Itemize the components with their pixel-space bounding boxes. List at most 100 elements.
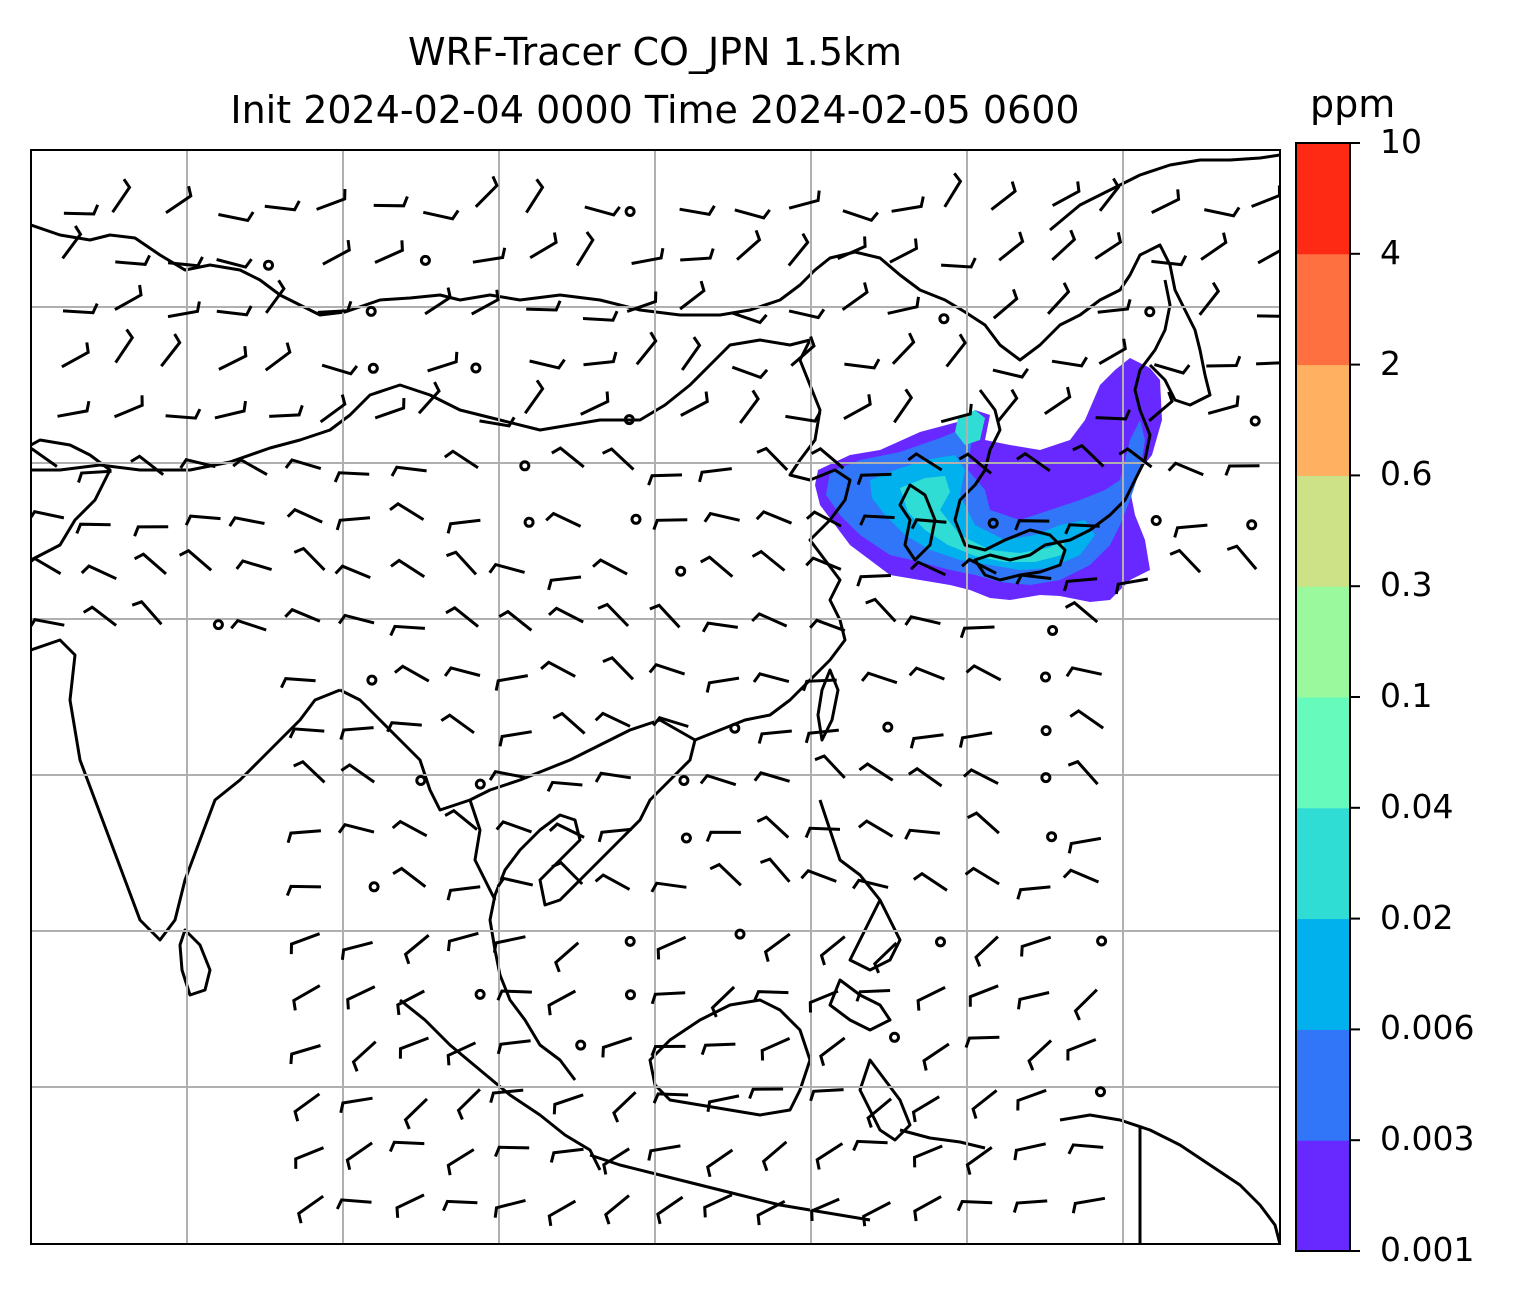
coastline-philippines bbox=[818, 799, 902, 1032]
wind-barb bbox=[699, 555, 734, 578]
wind-barb bbox=[945, 333, 967, 368]
wind-barb bbox=[160, 333, 182, 368]
wind-barb bbox=[1015, 573, 1052, 585]
wind-barb bbox=[1151, 255, 1188, 267]
wind-barb bbox=[909, 733, 944, 749]
wind-calm-circle bbox=[623, 414, 635, 426]
wind-barb bbox=[1051, 356, 1088, 368]
wind-barb bbox=[1224, 464, 1260, 476]
wind-calm-circle bbox=[987, 517, 999, 529]
wind-barb bbox=[1173, 523, 1208, 538]
map-area bbox=[30, 149, 1281, 1245]
wind-barb bbox=[912, 1144, 943, 1168]
wind-barb bbox=[699, 773, 737, 787]
wind-barb bbox=[1027, 1039, 1053, 1071]
wind-barb bbox=[316, 188, 347, 211]
colorbar-segment bbox=[1296, 475, 1350, 587]
wind-barb bbox=[286, 507, 323, 524]
wind-barb bbox=[289, 1044, 321, 1065]
wind-barb bbox=[748, 1087, 784, 1100]
wind-barb bbox=[339, 726, 374, 741]
colorbar-segment bbox=[1296, 143, 1350, 255]
wind-barb bbox=[1046, 282, 1071, 315]
wind-barb bbox=[857, 819, 894, 838]
wind-barb bbox=[648, 662, 686, 676]
wind-barb bbox=[1017, 991, 1050, 1010]
wind-barb bbox=[446, 518, 481, 534]
wind-calm-circle bbox=[419, 254, 431, 266]
wind-barb bbox=[788, 308, 826, 320]
wind-calm-circle bbox=[415, 775, 427, 786]
coastlines bbox=[31, 153, 1280, 1244]
wind-barb bbox=[680, 248, 715, 262]
wind-barb bbox=[493, 1198, 526, 1218]
wind-barb bbox=[810, 446, 845, 470]
wind-barb bbox=[496, 1039, 531, 1055]
wind-barb bbox=[285, 884, 322, 897]
wind-barb bbox=[909, 560, 947, 577]
wind-barb bbox=[604, 1194, 630, 1225]
wind-barb bbox=[647, 1144, 681, 1161]
wind-barb bbox=[526, 300, 562, 312]
wind-barb bbox=[958, 731, 993, 748]
wind-barb bbox=[759, 857, 791, 883]
wind-barb bbox=[547, 989, 577, 1016]
coastline-sumatra bbox=[399, 998, 602, 1171]
wind-barb bbox=[804, 826, 841, 839]
colorbar-segment bbox=[1296, 918, 1350, 1030]
wind-barb bbox=[1020, 935, 1052, 957]
wind-calm-circle bbox=[366, 674, 378, 686]
colorbar-tick-label: 0.04 bbox=[1380, 786, 1454, 826]
wind-barb bbox=[540, 660, 576, 678]
wind-barb bbox=[819, 935, 846, 966]
border-himalaya bbox=[31, 338, 811, 472]
wind-barb bbox=[373, 195, 409, 208]
wind-barb bbox=[178, 548, 213, 572]
wind-barb bbox=[656, 935, 687, 960]
wind-barb bbox=[551, 860, 584, 886]
wind-calm-circle bbox=[523, 516, 535, 528]
wind-barb bbox=[545, 511, 582, 528]
wind-barb bbox=[552, 1093, 584, 1115]
wind-barb bbox=[1153, 363, 1191, 375]
wind-barb bbox=[594, 873, 631, 891]
wind-barb bbox=[31, 556, 62, 575]
wind-barb bbox=[734, 208, 771, 220]
wind-barb bbox=[990, 181, 1017, 211]
wind-barb bbox=[856, 574, 891, 587]
wind-barb bbox=[374, 240, 404, 264]
wind-barb bbox=[738, 389, 760, 424]
wind-calm-circle bbox=[474, 988, 486, 1000]
wind-barb bbox=[790, 335, 816, 367]
wind-calm-circle bbox=[1144, 306, 1156, 318]
wind-barb bbox=[552, 711, 586, 735]
wind-barb bbox=[810, 1197, 840, 1222]
wind-barb bbox=[1062, 868, 1100, 884]
wind-barb bbox=[904, 615, 941, 626]
wind-barb bbox=[1095, 409, 1131, 421]
colorbar-segments bbox=[1296, 143, 1350, 1252]
wind-barb bbox=[647, 473, 683, 486]
wind-barb bbox=[679, 205, 716, 217]
wind-barb bbox=[706, 1094, 740, 1113]
wind-barb bbox=[403, 1097, 429, 1130]
wind-barb bbox=[1098, 177, 1121, 212]
wind-barb bbox=[597, 827, 632, 843]
wind-barb bbox=[167, 301, 201, 319]
wind-barb bbox=[583, 351, 618, 367]
wind-barb bbox=[114, 284, 143, 311]
coastline-sri-lanka bbox=[178, 928, 212, 997]
wind-barb bbox=[891, 332, 916, 365]
coastline-japan bbox=[953, 279, 1172, 582]
wind-barb bbox=[1203, 206, 1241, 218]
wind-barb bbox=[386, 721, 422, 733]
wind-barb bbox=[494, 674, 529, 691]
wind-barb bbox=[904, 828, 941, 840]
wind-barb bbox=[808, 989, 839, 1013]
wind-barb bbox=[427, 351, 459, 373]
wind-barb bbox=[1097, 299, 1132, 314]
wind-barb bbox=[855, 989, 891, 1002]
wind-barb bbox=[523, 379, 545, 415]
wind-barb bbox=[959, 625, 995, 639]
wind-barb bbox=[1257, 248, 1280, 265]
